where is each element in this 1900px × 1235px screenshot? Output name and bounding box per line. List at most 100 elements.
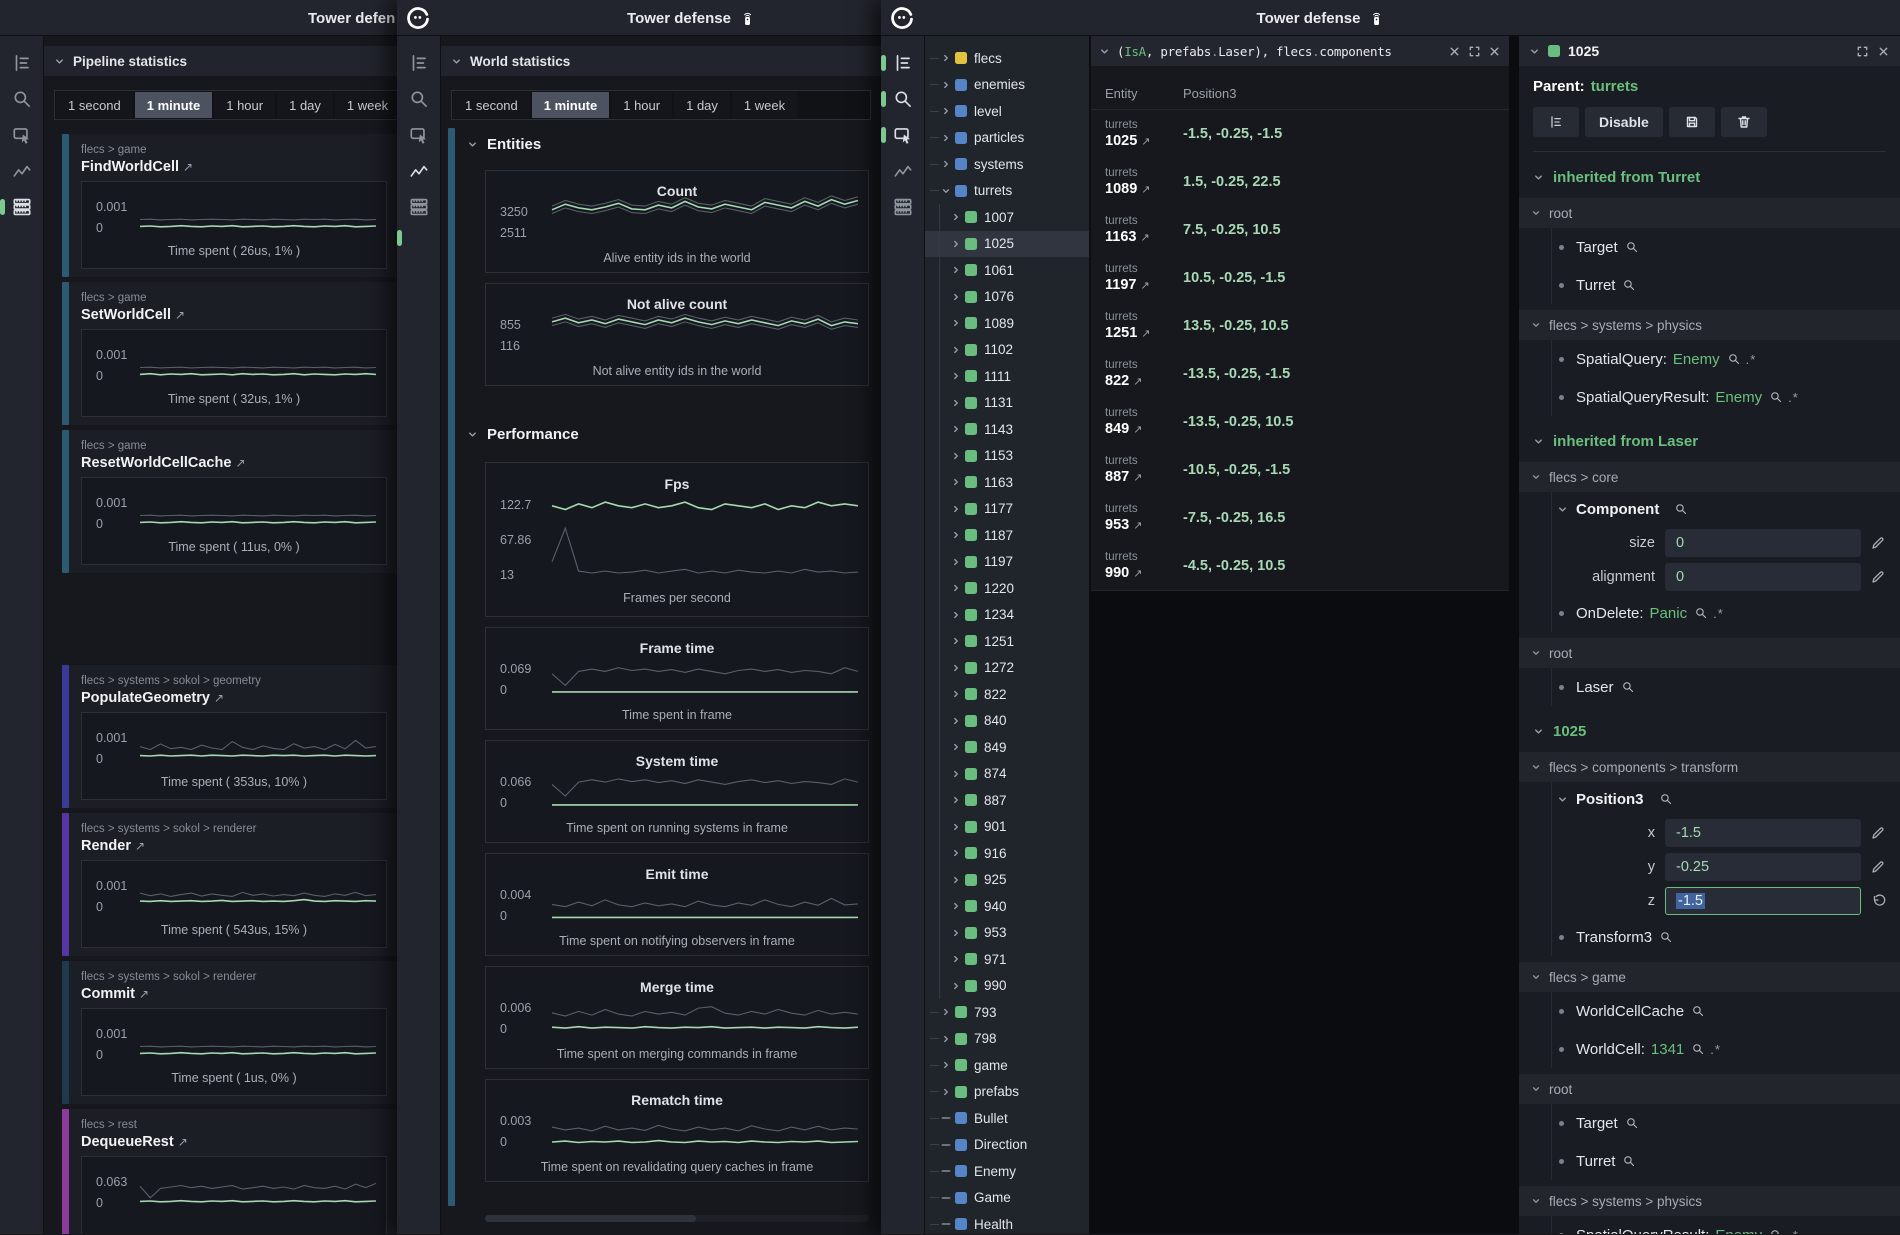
search-icon[interactable]: [892, 88, 914, 110]
search-icon[interactable]: [1727, 352, 1741, 366]
chevron-right-icon[interactable]: [951, 795, 961, 805]
entity-link[interactable]: 1025 ↗: [1105, 133, 1151, 150]
chevron-right-icon[interactable]: [941, 106, 951, 116]
tree-item-990[interactable]: 990: [925, 972, 1089, 999]
time-range-1-minute[interactable]: 1 minute: [134, 92, 213, 118]
tree-item-822[interactable]: 822: [925, 681, 1089, 708]
time-range-1-second[interactable]: 1 second: [56, 92, 133, 118]
tree-item-1007[interactable]: 1007: [925, 204, 1089, 231]
query-result-row[interactable]: turrets 849 ↗ -13.5, -0.25, 10.5: [1091, 398, 1509, 446]
component-item[interactable]: Target: [1533, 1104, 1886, 1142]
inspector-group-header[interactable]: inherited from Laser: [1533, 426, 1886, 456]
chevron-right-icon[interactable]: [951, 583, 961, 593]
tree-item-1163[interactable]: 1163: [925, 469, 1089, 496]
search-icon[interactable]: [1622, 278, 1636, 292]
tree-item-1272[interactable]: 1272: [925, 654, 1089, 681]
time-range-1-second[interactable]: 1 second: [453, 92, 530, 118]
stats-icon[interactable]: [11, 196, 33, 218]
chevron-right-icon[interactable]: [951, 318, 961, 328]
edit-icon[interactable]: [1870, 535, 1886, 551]
inspector-group-header[interactable]: 1025: [1533, 716, 1886, 746]
search-icon[interactable]: [1694, 606, 1708, 620]
component-expandable[interactable]: Position3: [1533, 782, 1886, 816]
open-link-icon[interactable]: ↗: [177, 1135, 188, 1149]
tree-item-940[interactable]: 940: [925, 893, 1089, 920]
leaf-dash-icon[interactable]: [941, 1219, 951, 1229]
canvas-icon[interactable]: [408, 124, 430, 146]
search-icon[interactable]: [1659, 792, 1673, 806]
chevron-right-icon[interactable]: [951, 610, 961, 620]
open-link-icon[interactable]: ↗: [1141, 184, 1151, 197]
chevron-right-icon[interactable]: [941, 159, 951, 169]
time-range-1-day[interactable]: 1 day: [674, 92, 730, 118]
query-result-row[interactable]: turrets 990 ↗ -4.5, -0.25, 10.5: [1091, 542, 1509, 590]
chart-icon[interactable]: [408, 160, 430, 182]
open-link-icon[interactable]: ↗: [183, 160, 194, 174]
search-icon[interactable]: [1625, 1116, 1639, 1130]
chevron-right-icon[interactable]: [951, 769, 961, 779]
tree-item-1153[interactable]: 1153: [925, 442, 1089, 469]
open-link-icon[interactable]: ↗: [139, 987, 150, 1001]
leaf-dash-icon[interactable]: [941, 1113, 951, 1123]
tree-item-1102[interactable]: 1102: [925, 336, 1089, 363]
leaf-dash-icon[interactable]: [941, 1193, 951, 1203]
component-value[interactable]: Panic: [1649, 604, 1688, 622]
chevron-right-icon[interactable]: [951, 424, 961, 434]
component-path-header[interactable]: flecs > game: [1519, 962, 1900, 992]
tree-item-1111[interactable]: 1111: [925, 363, 1089, 390]
chevron-right-icon[interactable]: [951, 530, 961, 540]
search-icon[interactable]: [1691, 1004, 1705, 1018]
tree-item-849[interactable]: 849: [925, 734, 1089, 761]
tree-item-enemies[interactable]: enemies: [925, 72, 1089, 99]
entity-link[interactable]: 1251 ↗: [1105, 325, 1151, 342]
close-panel-icon[interactable]: [1488, 45, 1501, 58]
time-range-1-week[interactable]: 1 week: [731, 92, 798, 118]
time-range-1-hour[interactable]: 1 hour: [611, 92, 673, 118]
tree-item-turrets[interactable]: turrets: [925, 178, 1089, 205]
stats-icon[interactable]: [892, 196, 914, 218]
tree-item-1187[interactable]: 1187: [925, 522, 1089, 549]
chevron-right-icon[interactable]: [951, 954, 961, 964]
search-icon[interactable]: [1691, 1042, 1705, 1056]
chevron-right-icon[interactable]: [941, 1034, 951, 1044]
section-header-entities[interactable]: Entities: [467, 132, 881, 156]
tree-item-793[interactable]: 793: [925, 999, 1089, 1026]
tree-item-1220[interactable]: 1220: [925, 575, 1089, 602]
chevron-right-icon[interactable]: [951, 477, 961, 487]
chevron-right-icon[interactable]: [951, 822, 961, 832]
search-icon[interactable]: [1659, 930, 1673, 944]
chevron-right-icon[interactable]: [941, 1060, 951, 1070]
tree-item-Enemy[interactable]: Enemy: [925, 1158, 1089, 1185]
tree-item-prefabs[interactable]: prefabs: [925, 1079, 1089, 1106]
delete-button[interactable]: [1720, 107, 1767, 137]
system-name-link[interactable]: Render ↗: [81, 838, 146, 854]
chevron-right-icon[interactable]: [951, 371, 961, 381]
chevron-right-icon[interactable]: [951, 636, 961, 646]
chevron-right-icon[interactable]: [951, 265, 961, 275]
open-link-icon[interactable]: ↗: [1133, 376, 1143, 389]
time-range-1-week[interactable]: 1 week: [334, 92, 397, 118]
system-name-link[interactable]: Commit ↗: [81, 986, 150, 1002]
chart-icon[interactable]: [11, 160, 33, 182]
tree-item-953[interactable]: 953: [925, 919, 1089, 946]
query-result-row[interactable]: turrets 953 ↗ -7.5, -0.25, 16.5: [1091, 494, 1509, 542]
field-input[interactable]: 0: [1665, 529, 1861, 557]
system-name-link[interactable]: PopulateGeometry ↗: [81, 690, 225, 706]
tree-item-1131[interactable]: 1131: [925, 389, 1089, 416]
time-range-1-day[interactable]: 1 day: [277, 92, 333, 118]
query-result-row[interactable]: turrets 822 ↗ -13.5, -0.25, -1.5: [1091, 350, 1509, 398]
titlebar[interactable]: Tower defense: [397, 0, 881, 36]
chevron-down-icon[interactable]: [941, 186, 951, 196]
chevron-right-icon[interactable]: [951, 663, 961, 673]
field-input[interactable]: 0: [1665, 563, 1861, 591]
chevron-right-icon[interactable]: [951, 345, 961, 355]
clear-term-icon[interactable]: [1448, 45, 1461, 58]
query-result-row[interactable]: turrets 1251 ↗ 13.5, -0.25, 10.5: [1091, 302, 1509, 350]
entity-tree-icon[interactable]: [892, 52, 914, 74]
open-link-icon[interactable]: ↗: [1133, 520, 1143, 533]
component-item[interactable]: OnDelete: Panic .*: [1533, 594, 1886, 632]
canvas-icon[interactable]: [892, 124, 914, 146]
system-name-link[interactable]: SetWorldCell ↗: [81, 307, 186, 323]
component-path-header[interactable]: root: [1519, 1074, 1900, 1104]
chevron-right-icon[interactable]: [951, 848, 961, 858]
